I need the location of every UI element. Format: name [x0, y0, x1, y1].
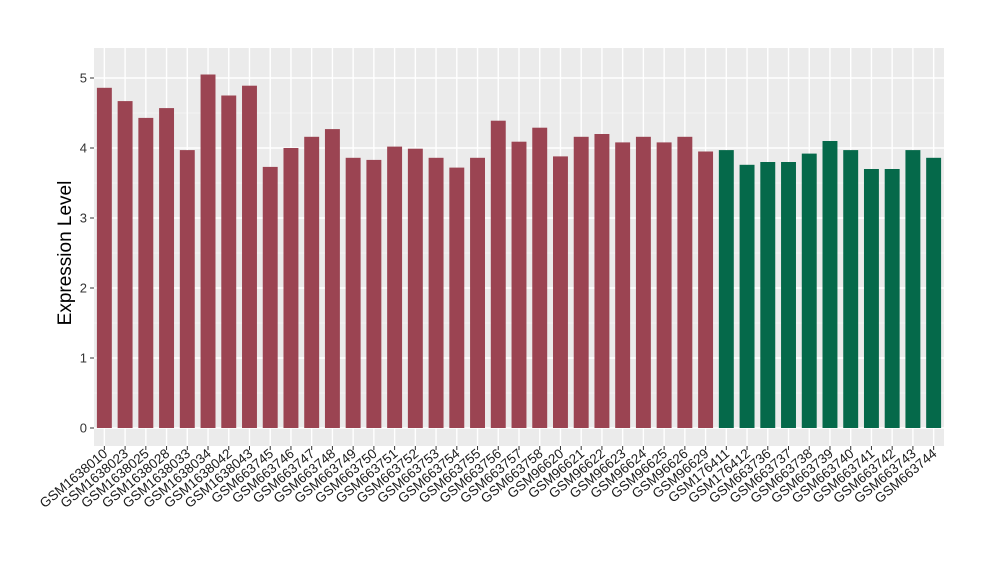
bar-GSM176411	[718, 150, 734, 428]
bar-GSM176412	[739, 164, 755, 429]
bar-GSM663736	[760, 162, 776, 428]
bar-GSM663754	[449, 167, 465, 428]
y-tick-label: 1	[80, 351, 87, 366]
bars	[96, 74, 942, 429]
bar-GSM663747	[304, 136, 320, 429]
bar-GSM663739	[822, 141, 838, 428]
bar-GSM96622	[594, 134, 610, 428]
bar-GSM1638028	[159, 108, 175, 428]
y-axis-title: Expression Level	[55, 181, 76, 326]
y-tick-label: 2	[80, 281, 87, 296]
bar-GSM663748	[324, 129, 340, 428]
y-tick-label: 5	[80, 71, 87, 86]
bar-GSM663758	[532, 127, 548, 428]
bar-GSM1638033	[179, 150, 195, 428]
bar-GSM663740	[843, 150, 859, 428]
bar-GSM96625	[656, 142, 672, 428]
bar-GSM663742	[884, 169, 900, 428]
bar-GSM96623	[615, 142, 631, 428]
bar-GSM1638023	[117, 101, 133, 428]
bar-GSM663738	[801, 153, 817, 428]
bar-GSM1638010	[96, 87, 112, 429]
bar-GSM663744	[926, 157, 942, 429]
bar-GSM663756	[490, 120, 506, 428]
bar-GSM663752	[407, 148, 423, 428]
y-tick-label: 4	[80, 141, 87, 156]
x-axis: GSM1638010GSM1638023GSM1638025GSM1638028…	[37, 445, 940, 510]
bar-GSM663753	[428, 157, 444, 429]
bar-GSM96626	[677, 136, 693, 429]
y-axis: 0 1 2 3 4 5	[80, 71, 94, 436]
bar-GSM1638025	[138, 117, 154, 429]
bar-GSM96620	[553, 156, 568, 428]
bar-GSM96621	[573, 136, 589, 429]
bar-GSM1638043	[242, 85, 257, 428]
bar-GSM96624	[635, 136, 651, 429]
bar-GSM663746	[283, 148, 299, 428]
y-tick-label: 3	[80, 211, 87, 226]
bar-GSM663750	[366, 159, 382, 428]
bar-GSM663751	[387, 146, 403, 428]
bar-GSM1638042	[221, 95, 237, 428]
bar-GSM1638034	[200, 74, 216, 428]
bar-GSM663743	[905, 150, 921, 428]
bar-GSM663757	[511, 141, 527, 428]
bar-GSM663745	[262, 166, 278, 428]
y-tick-label: 0	[80, 421, 87, 436]
bar-GSM663737	[781, 162, 796, 428]
bar-GSM663749	[345, 157, 361, 429]
bar-GSM96629	[698, 151, 714, 428]
bar-GSM663741	[863, 169, 879, 428]
bar-GSM663755	[470, 157, 485, 429]
